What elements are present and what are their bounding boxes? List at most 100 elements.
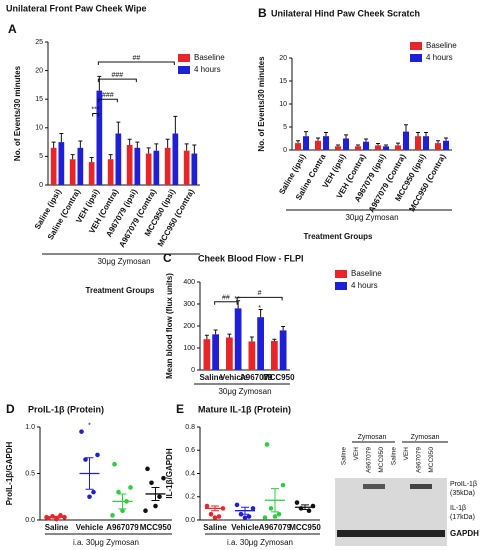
data-point — [216, 514, 222, 519]
annotation: ## — [222, 295, 230, 302]
significance-bracket — [97, 78, 137, 83]
error-bar — [127, 138, 132, 145]
y-tick-label: 25 — [35, 39, 43, 46]
x-axis-label: i.a. 30μg Zymosan — [227, 538, 293, 547]
error-bar — [59, 133, 64, 143]
data-point — [250, 506, 256, 511]
legend-swatch — [410, 54, 422, 62]
error-bar — [89, 157, 94, 163]
blot-lane-label: MCC950 — [378, 447, 385, 473]
bar — [423, 136, 429, 150]
error-bar — [324, 132, 328, 137]
chart-title: Unilateral Hind Paw Cheek Scratch — [271, 8, 420, 18]
error-bar — [97, 75, 102, 91]
y-tick-label: 20 — [279, 55, 287, 62]
bar — [172, 133, 179, 185]
blot-lane-label: MCC950 — [428, 447, 435, 473]
group-label: 30μg Zymosan — [345, 213, 398, 222]
y-axis-label: IL-1β/GAPDH — [165, 448, 174, 498]
y-axis-label: No. of Events/30 minutes — [257, 56, 266, 152]
annotation: ** — [234, 296, 240, 303]
blot-band — [363, 484, 385, 489]
blot-group-label: Zymosan — [358, 434, 387, 441]
y-tick-label: 0 — [39, 182, 43, 189]
x-tick-label: MCC950 — [140, 523, 172, 532]
annotation: * — [258, 305, 261, 312]
error-bar — [173, 115, 178, 134]
blot-lane-label: VEH — [353, 447, 360, 461]
data-point — [234, 502, 240, 508]
data-point — [91, 489, 96, 495]
error-bar — [364, 138, 368, 142]
error-bar — [384, 144, 388, 147]
y-tick-label: 0.2 — [185, 494, 195, 501]
data-point — [157, 494, 162, 500]
legend-swatch — [178, 54, 190, 62]
data-point — [276, 511, 282, 517]
bar — [234, 308, 242, 370]
data-point — [120, 508, 125, 513]
data-point — [143, 508, 148, 513]
data-point — [272, 514, 278, 519]
significance-bracket — [97, 61, 175, 66]
x-tick-label: Saline — [203, 523, 227, 532]
y-tick-label: 0 — [283, 147, 287, 154]
y-axis-label: No. of Events/30 minutes — [13, 65, 22, 161]
legend-label: 4 hours — [426, 53, 453, 62]
data-point — [95, 452, 100, 458]
data-point — [264, 442, 270, 447]
error-bar — [227, 333, 232, 338]
error-bar — [281, 325, 286, 331]
error-bar — [424, 132, 428, 137]
data-point — [208, 511, 214, 517]
error-bar — [184, 143, 189, 151]
legend-label: Baseline — [351, 269, 382, 278]
legend-swatch — [178, 66, 190, 74]
x-tick-label: Saline — [45, 523, 69, 532]
group-label: 30μg Zymosan — [218, 387, 271, 396]
y-tick-label: 5 — [39, 153, 43, 160]
sem-bar — [85, 457, 94, 490]
error-bar — [154, 143, 159, 151]
data-point — [268, 506, 274, 511]
data-point — [128, 485, 133, 490]
bar — [58, 142, 65, 185]
bar — [115, 133, 122, 185]
error-bar — [304, 131, 308, 137]
y-axis-label: ProIL-1β/GAPDH — [5, 442, 14, 506]
data-point — [294, 500, 300, 505]
data-point — [212, 515, 218, 520]
blot-lane-label: Saline — [391, 447, 398, 465]
error-bar — [70, 154, 75, 160]
bar — [395, 145, 401, 150]
blot-band-label: GAPDH — [450, 529, 479, 538]
error-bar — [436, 140, 440, 144]
panel-letter: B — [258, 6, 267, 20]
sem-bar — [211, 505, 219, 512]
panel-letter: E — [176, 402, 184, 416]
data-point — [149, 480, 154, 486]
data-point — [83, 457, 88, 462]
bar — [226, 337, 233, 370]
bar — [435, 143, 441, 150]
bar — [303, 136, 309, 150]
data-point — [242, 515, 248, 520]
y-axis-label: Mean blood flow (flux units) — [165, 273, 174, 379]
data-point — [161, 475, 166, 481]
data-point — [246, 514, 252, 519]
data-point — [280, 482, 286, 488]
error-bar — [165, 138, 170, 148]
chart-title: Unilateral Front Paw Cheek Wipe — [6, 3, 146, 13]
error-bar — [344, 134, 348, 139]
blot-band — [410, 484, 432, 489]
x-tick-label: A967079 — [106, 523, 139, 532]
bar — [257, 317, 264, 370]
legend-swatch — [335, 282, 347, 290]
panel-letter: A — [8, 22, 17, 36]
annotation: ## — [132, 55, 140, 62]
bar — [203, 339, 211, 370]
bar — [355, 146, 361, 150]
y-tick-label: 0.0 — [185, 517, 195, 524]
bar — [88, 162, 95, 185]
group-label: 30μg Zymosan — [97, 257, 150, 266]
